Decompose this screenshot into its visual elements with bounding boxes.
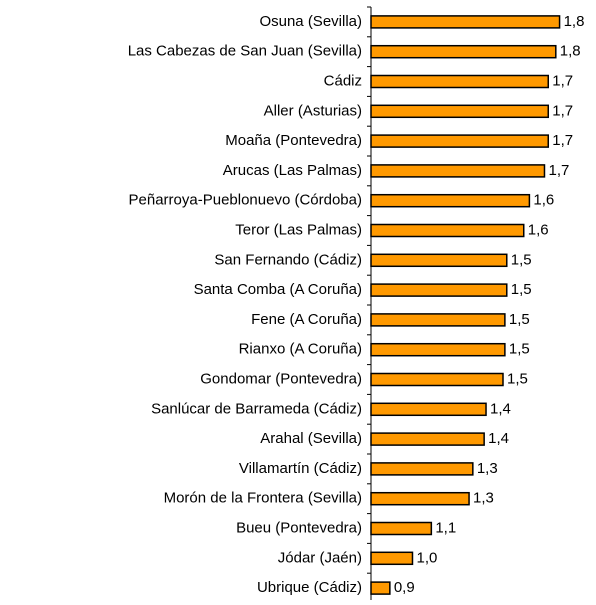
y-tick-label: Jódar (Jaén) bbox=[278, 549, 362, 566]
bar bbox=[370, 15, 561, 29]
value-label: 1,7 bbox=[552, 72, 573, 89]
value-label: 1,8 bbox=[564, 13, 585, 30]
bar bbox=[370, 402, 487, 417]
bar bbox=[370, 313, 506, 327]
bar bbox=[370, 134, 550, 148]
bar bbox=[370, 432, 485, 446]
y-tick-label: Osuna (Sevilla) bbox=[259, 13, 362, 30]
value-label: 1,7 bbox=[552, 132, 573, 149]
y-tick-label: Bueu (Pontevedra) bbox=[236, 519, 362, 536]
y-tick-label: Rianxo (A Coruña) bbox=[239, 341, 362, 358]
bar bbox=[370, 372, 504, 387]
y-tick-label: Morón de la Frontera (Sevilla) bbox=[164, 490, 362, 507]
y-tick-label: Arucas (Las Palmas) bbox=[223, 162, 362, 179]
bar bbox=[370, 581, 391, 595]
value-label: 1,7 bbox=[548, 162, 569, 179]
bar bbox=[370, 104, 550, 119]
bar bbox=[370, 551, 414, 566]
y-tick-label: Aller (Asturias) bbox=[264, 102, 362, 119]
bar bbox=[370, 521, 433, 536]
value-label: 0,9 bbox=[394, 579, 415, 596]
value-label: 1,5 bbox=[509, 341, 530, 358]
y-tick-label: Gondomar (Pontevedra) bbox=[200, 370, 362, 387]
y-tick-label: Peñarroya-Pueblonuevo (Córdoba) bbox=[129, 192, 362, 209]
bar bbox=[370, 342, 506, 357]
value-label: 1,5 bbox=[511, 251, 532, 268]
bar bbox=[370, 491, 470, 506]
value-label: 1,5 bbox=[507, 370, 528, 387]
bar bbox=[370, 164, 546, 178]
y-tick-label: Cádiz bbox=[324, 72, 362, 89]
value-label: 1,0 bbox=[416, 549, 437, 566]
bar bbox=[370, 44, 557, 59]
bar bbox=[370, 462, 474, 476]
y-tick-label: Santa Comba (A Coruña) bbox=[194, 281, 362, 298]
y-tick-label: Ubrique (Cádiz) bbox=[257, 579, 362, 596]
value-label: 1,3 bbox=[473, 490, 494, 507]
y-tick-label: San Fernando (Cádiz) bbox=[214, 251, 362, 268]
value-label: 1,8 bbox=[560, 43, 581, 60]
value-label: 1,3 bbox=[477, 460, 498, 477]
y-tick-label: Villamartín (Cádiz) bbox=[239, 460, 362, 477]
value-label: 1,7 bbox=[552, 102, 573, 119]
y-tick-label: Teror (Las Palmas) bbox=[235, 221, 362, 238]
value-label: 1,6 bbox=[533, 192, 554, 209]
y-tick-label: Moaña (Pontevedra) bbox=[225, 132, 362, 149]
bar bbox=[370, 74, 550, 89]
bar bbox=[370, 193, 531, 208]
value-label: 1,5 bbox=[509, 311, 530, 328]
y-tick-label: Fene (A Coruña) bbox=[251, 311, 362, 328]
y-tick-label: Las Cabezas de San Juan (Sevilla) bbox=[128, 43, 362, 60]
value-label: 1,6 bbox=[528, 221, 549, 238]
value-label: 1,1 bbox=[435, 519, 456, 536]
value-label: 1,5 bbox=[511, 281, 532, 298]
y-tick-label: Sanlúcar de Barrameda (Cádiz) bbox=[151, 400, 362, 417]
bar bbox=[370, 283, 508, 297]
y-tick-label: Arahal (Sevilla) bbox=[260, 430, 362, 447]
bar bbox=[370, 223, 525, 238]
bar bbox=[370, 253, 508, 268]
value-label: 1,4 bbox=[488, 430, 509, 447]
value-label: 1,4 bbox=[490, 400, 511, 417]
